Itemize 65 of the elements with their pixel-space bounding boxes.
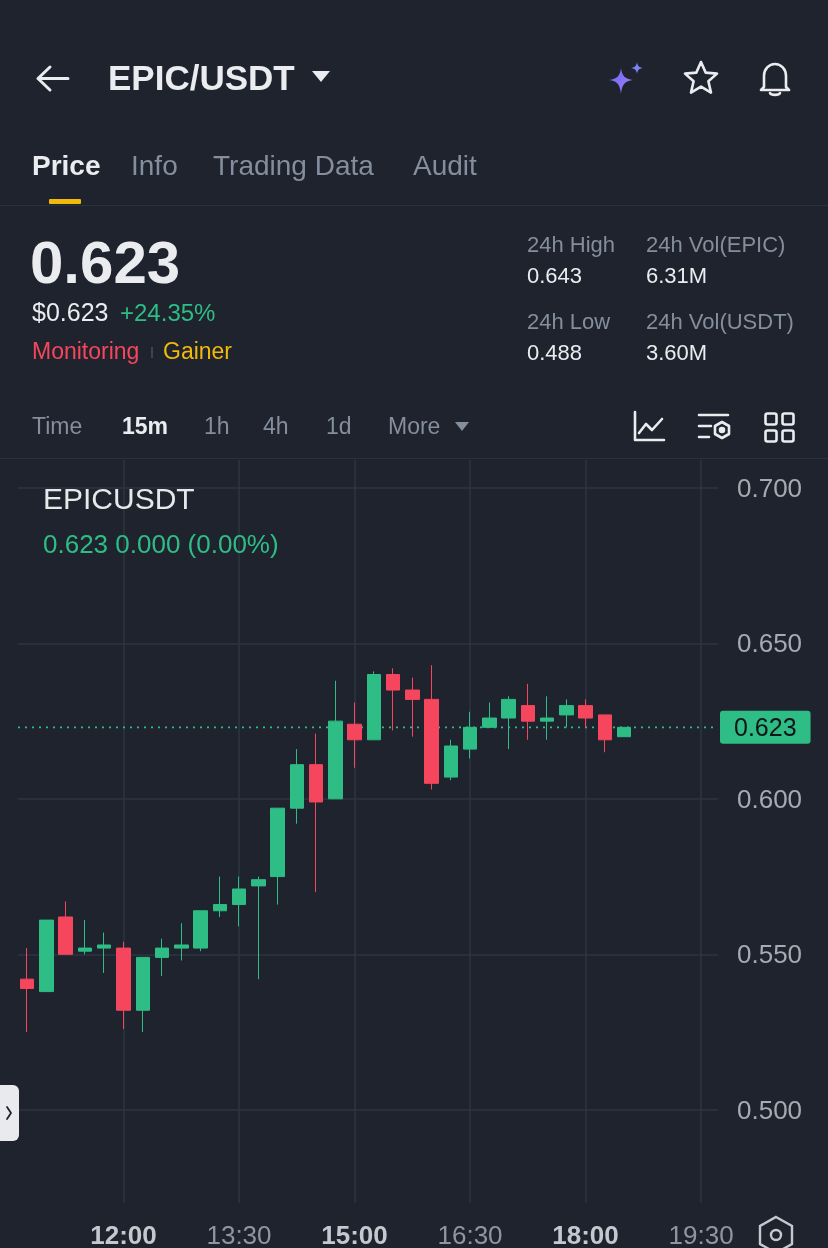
text: More xyxy=(388,413,441,440)
candlestick xyxy=(155,938,169,977)
text: 0.623 xyxy=(30,229,181,296)
text: Time xyxy=(32,413,83,440)
ref-line-label: 0.623 xyxy=(734,713,797,742)
text: EPICUSDT xyxy=(43,481,195,515)
candlestick xyxy=(116,941,131,1030)
text: 1d xyxy=(326,413,352,440)
text: EPIC/USDT xyxy=(108,57,295,98)
candlestick xyxy=(463,711,477,759)
candlestick xyxy=(232,876,246,927)
y-tick-label: 0.650 xyxy=(737,628,803,659)
y-tick-label: 0.600 xyxy=(737,783,803,814)
candlestick xyxy=(347,701,362,769)
text: Monitoring xyxy=(32,338,140,365)
text: Price xyxy=(32,149,101,182)
candlestick xyxy=(97,932,111,974)
candlestick xyxy=(386,667,400,731)
candlestick xyxy=(270,807,285,906)
text: $0.623 xyxy=(32,298,109,327)
x-tick-label: 18:00 xyxy=(552,1220,619,1248)
candlestick xyxy=(559,698,574,728)
y-tick-label: 0.550 xyxy=(737,939,803,970)
candlestick xyxy=(578,698,593,728)
y-tick-label: 0.700 xyxy=(737,472,803,503)
text: 1h xyxy=(204,413,230,440)
text: 0.488 xyxy=(527,339,583,366)
x-tick-label: 13:30 xyxy=(206,1220,272,1248)
candlestick xyxy=(39,919,54,993)
candlestick xyxy=(251,876,266,980)
candlestick xyxy=(174,922,189,962)
text: 15m xyxy=(122,413,169,440)
text: +24.35% xyxy=(120,298,216,327)
x-tick-label: 19:30 xyxy=(668,1220,734,1248)
candlestick xyxy=(598,714,612,753)
candlestick xyxy=(617,726,631,738)
candlestick xyxy=(290,748,304,825)
text: 6.31M xyxy=(646,262,708,289)
text: 24h Vol(USDT) xyxy=(646,308,794,335)
text: 24h Vol(EPIC) xyxy=(646,231,786,258)
y-tick-label: 0.500 xyxy=(737,1094,803,1125)
candlestick xyxy=(444,739,458,781)
candlestick xyxy=(58,900,73,955)
x-tick-label: 15:00 xyxy=(321,1220,388,1248)
candlestick xyxy=(20,947,34,1033)
x-tick-label: 12:00 xyxy=(90,1220,157,1248)
candlestick xyxy=(213,876,227,918)
x-tick-label: 16:30 xyxy=(437,1220,503,1248)
text: 0.623 0.000 (0.00%) xyxy=(43,529,279,559)
candlestick xyxy=(405,677,420,738)
candlestick xyxy=(521,683,535,741)
candlestick xyxy=(193,910,208,952)
text: Audit xyxy=(413,149,477,182)
text: Gainer xyxy=(163,338,233,365)
candlestick xyxy=(309,733,323,893)
text: 24h High xyxy=(527,231,616,258)
candlestick xyxy=(78,919,92,955)
text: Info xyxy=(131,149,178,182)
text: 4h xyxy=(263,413,289,440)
text: 24h Low xyxy=(527,308,611,335)
candlestick xyxy=(136,956,150,1033)
text: 0.643 xyxy=(527,262,583,289)
text: Trading Data xyxy=(213,149,374,182)
text: 3.60M xyxy=(646,339,708,366)
candlestick xyxy=(424,664,439,791)
